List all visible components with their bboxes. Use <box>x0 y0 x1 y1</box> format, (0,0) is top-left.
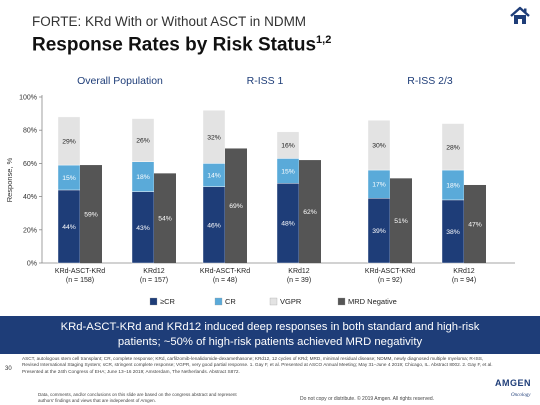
page-number: 30 <box>5 366 12 372</box>
banner-line-2: patients; ~50% of high-risk patients ach… <box>117 336 423 348</box>
mrd-value-label: 69% <box>229 203 243 210</box>
bar-value-label: 26% <box>136 138 150 145</box>
mrd-bar <box>299 160 321 263</box>
legend-label: CR <box>225 297 236 306</box>
group-title: R-ISS 1 <box>247 75 284 87</box>
category-n-label: (n = 92) <box>378 277 402 284</box>
mrd-bar <box>225 148 247 263</box>
category-label: KRd12 <box>453 268 475 275</box>
footnotes: ASCT, autologous stem cell transplant; C… <box>22 356 493 374</box>
mrd-value-label: 54% <box>158 216 172 223</box>
category-n-label: (n = 48) <box>213 277 237 284</box>
legend-swatch <box>149 297 158 306</box>
category-label: KRd-ASCT-KRd <box>365 268 415 275</box>
bar-segment <box>131 118 155 162</box>
mrd-value-label: 47% <box>468 221 482 228</box>
bar-value-label: 15% <box>281 168 295 175</box>
bar-value-label: 18% <box>136 174 150 181</box>
y-tick-label: 20% <box>23 227 37 234</box>
legend-label: ≥CR <box>160 297 176 306</box>
amgen-logo: AMGEN Oncology <box>495 378 531 398</box>
mrd-value-label: 62% <box>303 209 317 216</box>
legend-label: MRD Negative <box>348 297 397 306</box>
bar-value-label: 14% <box>207 173 221 180</box>
bar-segment <box>202 110 226 164</box>
home-icon[interactable] <box>509 5 531 27</box>
legend-swatch <box>214 297 223 306</box>
bar-segment <box>57 116 81 166</box>
bar-value-label: 39% <box>372 228 386 235</box>
bar-value-label: 43% <box>136 225 150 232</box>
banner-line-1: KRd-ASCT-KRd and KRd12 induced deep resp… <box>60 321 480 333</box>
legend-swatch <box>269 297 278 306</box>
bar-segment <box>441 123 465 171</box>
group-title: R-ISS 2/3 <box>407 75 453 87</box>
mrd-bar <box>80 165 102 263</box>
y-tick-label: 0% <box>27 261 37 268</box>
legend-label: VGPR <box>280 297 302 306</box>
category-n-label: (n = 94) <box>452 277 476 284</box>
title-superscript: 1,2 <box>316 34 332 46</box>
y-tick-label: 80% <box>23 128 37 135</box>
category-label: KRd-ASCT-KRd <box>55 268 105 275</box>
disclaimer-note: Data, comments, and/or conclusions on th… <box>38 392 237 403</box>
bar-value-label: 46% <box>207 222 221 229</box>
slide-title: Response Rates by Risk Status1,2 <box>32 34 331 56</box>
bar-value-label: 15% <box>62 175 76 182</box>
bar-value-label: 29% <box>62 138 76 145</box>
bar-value-label: 30% <box>372 143 386 150</box>
bar-value-label: 48% <box>281 221 295 228</box>
bar-value-label: 18% <box>446 182 460 189</box>
bar-segment <box>367 120 391 171</box>
category-n-label: (n = 157) <box>140 277 168 284</box>
category-label: KRd-ASCT-KRd <box>200 268 250 275</box>
y-tick-label: 100% <box>19 95 37 102</box>
group-title: Overall Population <box>77 75 163 87</box>
title-text: Response Rates by Risk Status <box>32 34 317 56</box>
y-tick-label: 40% <box>23 194 37 201</box>
category-n-label: (n = 39) <box>287 277 311 284</box>
bar-value-label: 17% <box>372 182 386 189</box>
logo-word: AMGEN <box>495 378 531 388</box>
key-finding-banner: KRd-ASCT-KRd and KRd12 induced deep resp… <box>0 316 540 354</box>
bar-segment <box>276 131 300 159</box>
bar-value-label: 32% <box>207 134 221 141</box>
category-label: KRd12 <box>143 268 165 275</box>
category-n-label: (n = 158) <box>66 277 94 284</box>
response-chart: 0% 20% 40% 60% 80% 100% Response, % Overall Pop… <box>5 75 515 306</box>
bar-value-label: 28% <box>446 144 460 151</box>
mrd-bar <box>390 178 412 263</box>
mrd-bar <box>154 173 176 263</box>
copyright-notice: Do not copy or distribute. © 2019 Amgen.… <box>300 396 435 402</box>
bar-value-label: 44% <box>62 224 76 231</box>
y-axis-label: Response, % <box>5 157 14 202</box>
mrd-value-label: 59% <box>84 212 98 219</box>
mrd-bar <box>464 184 486 263</box>
logo-sub: Oncology <box>511 393 531 398</box>
slide-supertitle: FORTE: KRd With or Without ASCT in NDMM <box>32 14 307 29</box>
legend-swatch <box>337 297 346 306</box>
y-tick-label: 60% <box>23 161 37 168</box>
bar-value-label: 16% <box>281 143 295 150</box>
bar-value-label: 38% <box>446 229 460 236</box>
mrd-value-label: 51% <box>394 218 408 225</box>
category-label: KRd12 <box>288 268 310 275</box>
